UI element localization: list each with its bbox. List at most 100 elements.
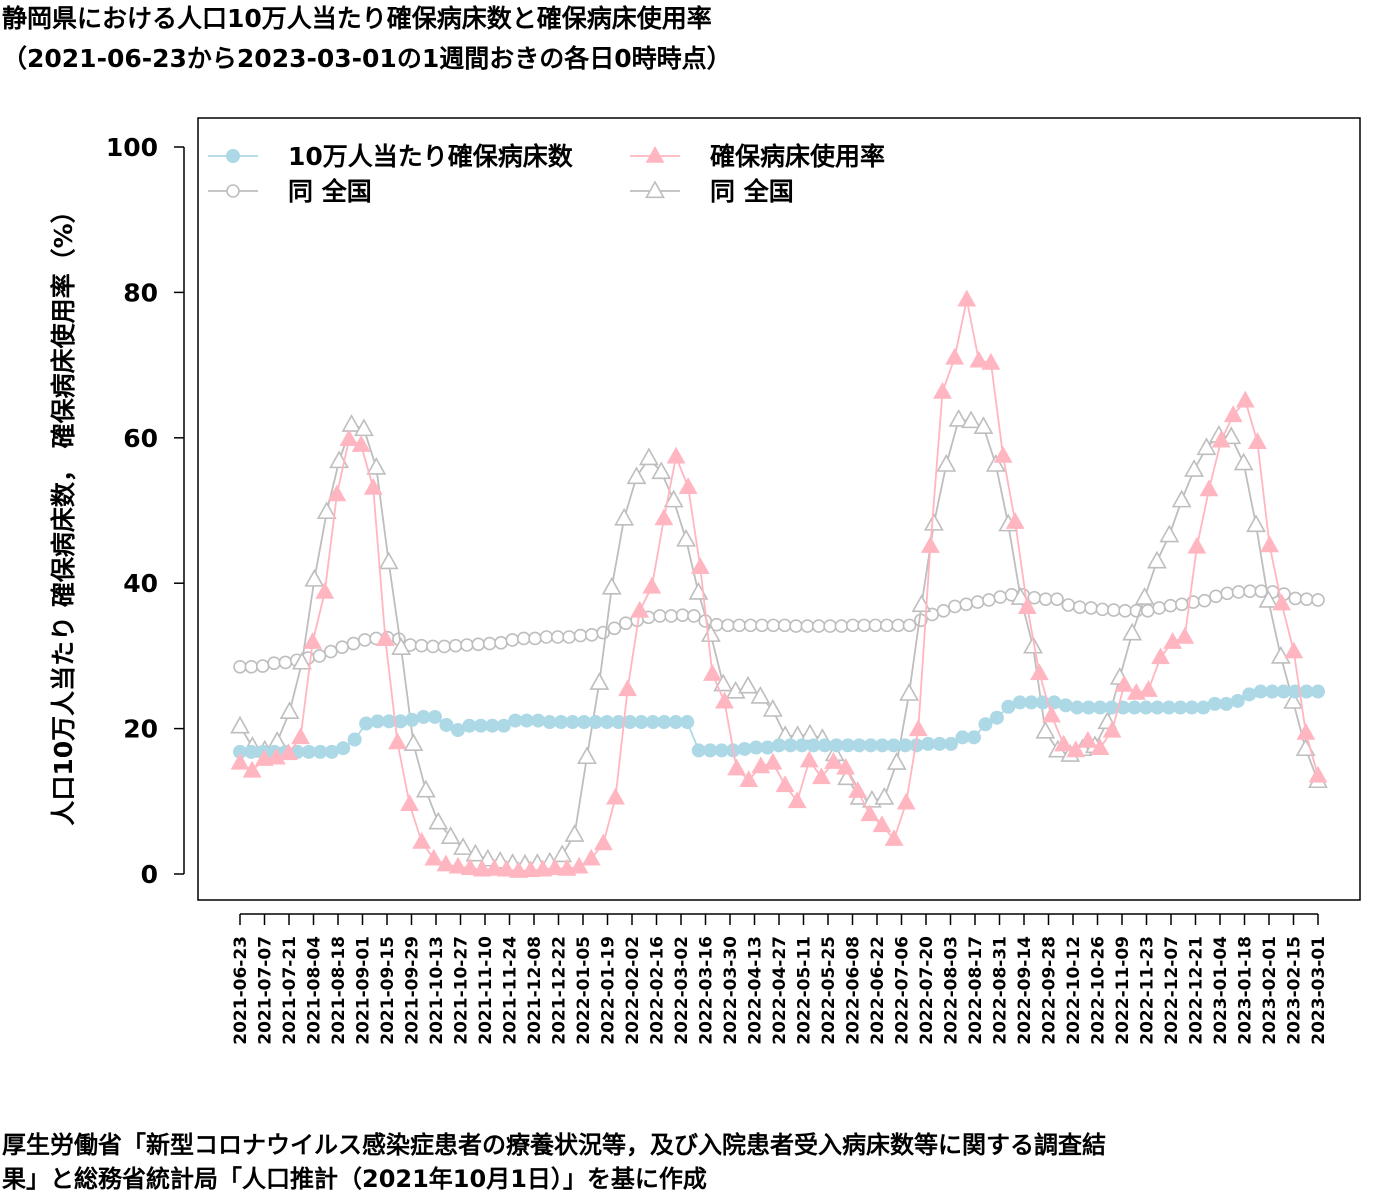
series-1 xyxy=(233,584,1325,674)
data-point xyxy=(312,649,327,663)
y-tick-label: 0 xyxy=(141,860,158,889)
data-point xyxy=(539,630,554,644)
data-point xyxy=(721,618,735,633)
data-point xyxy=(618,679,637,697)
x-tick-label: 2022-02-16 xyxy=(648,936,668,1045)
x-tick-label: 2022-04-13 xyxy=(746,936,766,1045)
data-point xyxy=(1151,647,1170,665)
data-point xyxy=(775,775,795,793)
data-point xyxy=(346,636,361,651)
data-point xyxy=(766,618,781,633)
data-point xyxy=(351,435,371,452)
data-point xyxy=(1023,635,1043,654)
x-tick-label: 2022-11-09 xyxy=(1113,936,1133,1045)
data-point xyxy=(1017,597,1037,614)
data-point xyxy=(811,767,831,785)
data-point xyxy=(732,618,747,633)
data-point xyxy=(676,528,696,547)
legend-label: 同 全国 xyxy=(710,177,794,206)
data-point xyxy=(1296,722,1316,740)
data-point xyxy=(584,628,599,642)
data-point xyxy=(341,414,362,432)
x-tick-label: 2022-08-03 xyxy=(942,936,962,1045)
data-point xyxy=(1050,592,1064,606)
y-tick-label: 100 xyxy=(106,133,158,162)
data-point xyxy=(465,843,486,862)
data-point xyxy=(266,747,286,765)
data-point xyxy=(388,732,407,750)
data-point xyxy=(601,576,622,595)
data-point xyxy=(1114,674,1134,692)
x-tick-label: 2022-10-26 xyxy=(1089,936,1109,1045)
data-point xyxy=(427,709,442,724)
data-point xyxy=(738,675,758,694)
x-tick-label: 2022-06-08 xyxy=(844,936,864,1045)
data-point xyxy=(1230,693,1245,708)
data-point xyxy=(453,837,473,855)
data-point xyxy=(353,418,374,437)
data-point xyxy=(1187,536,1207,554)
x-tick-label: 2021-12-08 xyxy=(525,936,545,1045)
data-point xyxy=(755,618,769,633)
legend-marker xyxy=(226,149,240,163)
x-tick-label: 2021-11-24 xyxy=(501,936,521,1045)
data-point xyxy=(1223,405,1243,423)
source-note-line2: 果」と総務省統計局「人口推計（2021年10月1日）」を基に作成 xyxy=(2,1165,707,1193)
data-point xyxy=(439,717,454,732)
data-point xyxy=(593,833,613,851)
data-point xyxy=(589,672,610,690)
y-axis: 0 20 40 60 80 100 xyxy=(106,133,185,889)
data-point xyxy=(242,760,262,778)
x-tick-label: 2022-07-20 xyxy=(917,936,937,1045)
legend-entry: 10万人当たり確保病床数 xyxy=(208,142,574,171)
data-point xyxy=(1061,598,1076,612)
data-point xyxy=(680,715,695,730)
data-point xyxy=(886,752,907,770)
data-point xyxy=(834,619,849,633)
data-point xyxy=(596,625,610,640)
data-point xyxy=(244,660,259,674)
x-tick-label: 2023-01-04 xyxy=(1211,936,1231,1045)
data-point xyxy=(961,410,981,429)
data-point xyxy=(1134,587,1155,605)
data-point xyxy=(494,636,508,650)
data-point xyxy=(279,701,300,719)
data-point xyxy=(448,856,468,874)
data-point xyxy=(335,640,349,654)
data-point xyxy=(1163,632,1183,649)
x-tick-label: 2022-05-25 xyxy=(819,936,839,1045)
chart-title: 静岡県における人口10万人当たり確保病床数と確保病床使用率 xyxy=(2,4,712,33)
data-point xyxy=(1219,696,1234,711)
data-point xyxy=(993,445,1013,463)
data-point xyxy=(626,466,647,485)
data-point xyxy=(378,551,399,570)
data-point xyxy=(573,628,588,643)
data-point xyxy=(936,454,957,472)
x-axis: 2021-06-23 2021-07-07 2021-07-21 2021-08-04… xyxy=(231,913,1329,1045)
data-point xyxy=(763,752,783,770)
data-point xyxy=(944,736,959,751)
data-point xyxy=(366,456,387,475)
data-point xyxy=(415,779,436,798)
data-point xyxy=(908,719,928,737)
data-point xyxy=(737,741,752,756)
data-point xyxy=(1235,390,1255,408)
legend-entry: 同 全国 xyxy=(208,177,372,206)
data-point xyxy=(472,859,492,877)
data-point xyxy=(1054,734,1074,752)
data-point xyxy=(675,608,690,622)
data-point xyxy=(359,716,374,731)
data-point xyxy=(1027,590,1042,605)
data-point xyxy=(405,712,420,727)
data-point xyxy=(347,732,362,747)
data-point xyxy=(375,629,395,646)
data-point xyxy=(233,660,247,674)
data-point xyxy=(845,618,860,633)
x-tick-label: 2021-10-13 xyxy=(427,936,447,1045)
y-tick-label: 40 xyxy=(123,569,158,598)
data-point xyxy=(1220,586,1235,601)
data-point xyxy=(426,639,440,654)
data-point xyxy=(982,593,996,607)
data-point xyxy=(945,347,965,365)
data-point xyxy=(653,609,667,623)
